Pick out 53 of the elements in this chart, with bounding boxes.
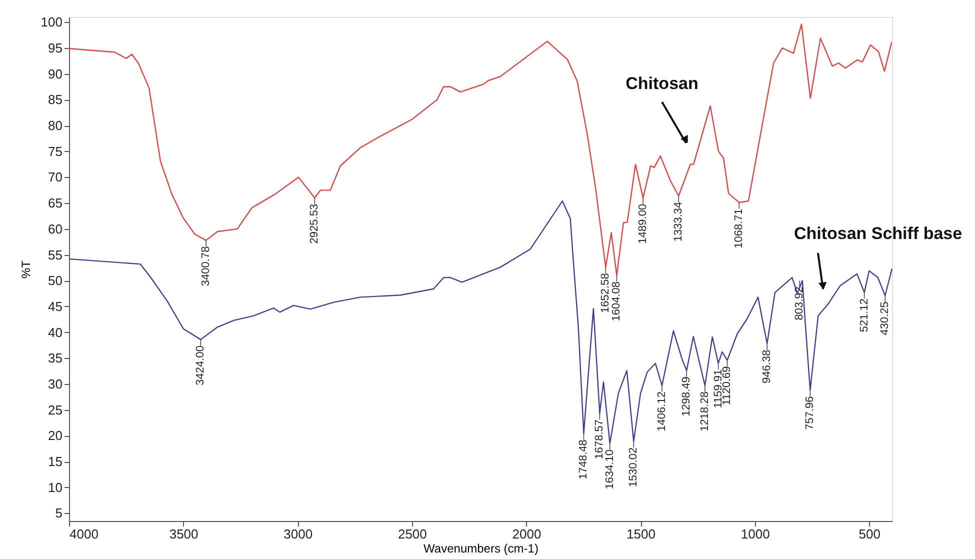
annotation: 430.25 [879,302,892,336]
x-axis-title: Wavenumbers (cm-1) [424,542,538,556]
x-tick-label: 3500 [169,526,198,542]
y-tick-label: 25 [48,402,62,418]
annotation: 521.12 [858,298,870,332]
x-tick-label: 2000 [512,526,542,542]
y-tick-label: 95 [48,40,62,56]
annotation: 1120.69 [721,366,734,406]
annotation: 3424.00 [194,346,207,386]
y-tick-label: 70 [48,170,62,185]
y-tick-label: 80 [48,118,62,134]
y-axis-title: %T [18,260,33,278]
y-tick-label: 75 [48,144,62,159]
y-tick-label: 55 [48,247,62,262]
annotation: 1748.48 [578,440,590,480]
annotation: 1218.28 [698,392,711,432]
annotation: 946.38 [761,350,774,384]
annotation: 1634.10 [604,449,616,490]
y-tick-label: 30 [48,376,62,392]
x-tick-label: 500 [858,526,880,542]
annotation: 1604.08 [610,281,623,322]
x-tick-label: 3000 [284,526,313,542]
x-tick-label: 4000 [70,526,98,542]
annotation: 1678.57 [594,419,606,460]
y-tick-label: 20 [48,428,62,444]
annotation: 1489.00 [637,204,650,244]
x-tick-label: 2500 [398,526,427,542]
y-tick-label: 100 [40,14,62,30]
y-tick-label: 60 [48,221,62,236]
y-tick-label: 45 [48,298,62,314]
y-tick-label: 35 [48,350,62,366]
annotation: 1406.12 [656,392,668,432]
text: Chitosan Schiff base [794,224,962,243]
annotation: 757.96 [804,396,816,430]
y-tick-label: 15 [48,454,62,470]
y-tick-label: 65 [48,196,62,211]
x-tick-label: 1500 [626,526,656,542]
annotation: 3400.78 [200,246,212,286]
annotation: 2925.53 [308,204,321,244]
x-tick-label: 1000 [740,526,770,542]
annotation: 1298.49 [680,376,693,416]
annotation: 1652.58 [600,273,612,313]
annotation: 803.92 [794,286,806,320]
y-tick-label: 40 [48,324,62,340]
y-tick-label: 10 [48,480,62,495]
annotation: 1530.02 [628,447,640,488]
annotation: 1333.34 [672,202,685,242]
series-label: Chitosan [626,74,698,93]
annotation: 1068.71 [733,208,746,248]
y-tick-label: 90 [48,66,62,82]
y-tick-label: 5 [55,506,62,521]
y-tick-label: 50 [48,273,62,288]
y-tick-label: 85 [48,92,62,108]
